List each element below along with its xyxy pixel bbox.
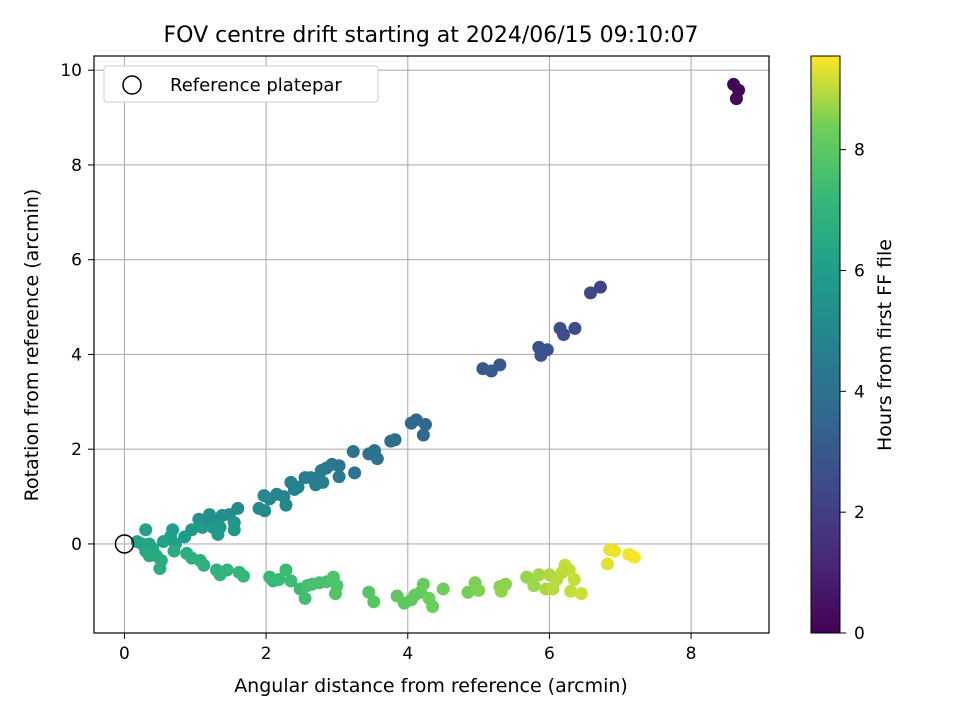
x-tick-label: 2 <box>261 644 272 664</box>
x-axis-ticks: 0 2 4 6 8 <box>119 633 697 664</box>
data-point <box>729 92 743 106</box>
data-point <box>567 572 581 586</box>
data-point <box>472 583 486 597</box>
data-point <box>436 582 450 596</box>
data-point <box>348 466 362 480</box>
data-point <box>139 523 153 537</box>
y-tick-label: 4 <box>71 345 82 365</box>
data-point <box>279 563 293 577</box>
legend-marker-icon <box>122 75 142 95</box>
data-points <box>130 77 746 613</box>
data-point <box>574 587 588 601</box>
data-point <box>564 584 578 598</box>
colorbar-tick-label: 2 <box>854 503 865 523</box>
data-point <box>484 364 498 378</box>
y-tick-label: 0 <box>71 535 82 555</box>
colorbar-tick-label: 4 <box>854 382 865 402</box>
legend: Reference platepar <box>103 65 379 103</box>
data-point <box>367 595 381 609</box>
data-point <box>257 489 271 503</box>
y-tick-label: 6 <box>71 251 82 271</box>
data-point <box>329 587 343 601</box>
y-tick-label: 10 <box>60 61 82 81</box>
data-point <box>167 544 181 558</box>
data-point <box>557 328 571 342</box>
data-point <box>298 471 312 485</box>
data-point <box>461 585 475 599</box>
colorbar-label: Hours from first FF file <box>874 239 896 451</box>
data-point <box>527 579 541 593</box>
data-point <box>346 445 360 459</box>
data-point <box>332 470 346 484</box>
grid-lines <box>94 56 769 633</box>
data-point <box>546 582 560 596</box>
y-axis-ticks: 0 2 4 6 8 10 <box>60 61 94 555</box>
y-axis-label: Rotation from reference (arcmin) <box>21 189 43 502</box>
data-point <box>284 574 298 588</box>
data-point <box>627 550 641 564</box>
data-point <box>608 544 622 558</box>
data-point <box>568 321 582 335</box>
colorbar: 0 2 4 6 8 Hours from first FF file <box>810 55 896 644</box>
colorbar-tick-label: 8 <box>854 141 865 161</box>
data-point <box>195 520 209 534</box>
data-point <box>601 557 615 571</box>
data-point <box>153 562 167 576</box>
reference-point-marker <box>114 534 135 554</box>
data-point <box>416 577 430 591</box>
data-point <box>279 498 293 512</box>
data-point <box>426 599 440 613</box>
data-point <box>584 286 598 300</box>
y-tick-label: 2 <box>71 440 82 460</box>
data-point <box>227 523 241 537</box>
data-point <box>291 480 305 494</box>
data-point <box>178 530 192 544</box>
data-point <box>494 584 508 598</box>
data-point <box>309 478 323 492</box>
colorbar-gradient <box>810 55 841 634</box>
data-point <box>520 570 534 584</box>
data-point <box>370 452 384 466</box>
colorbar-tick-label: 0 <box>854 624 865 644</box>
x-tick-label: 8 <box>686 644 697 664</box>
data-point <box>236 569 250 583</box>
chart-title: FOV centre drift starting at 2024/06/15 … <box>164 23 699 48</box>
x-tick-label: 0 <box>119 644 130 664</box>
data-point <box>532 568 546 582</box>
data-point <box>156 535 170 549</box>
y-tick-label: 8 <box>71 156 82 176</box>
data-point <box>298 591 312 605</box>
data-point <box>197 558 211 572</box>
data-point <box>416 428 430 442</box>
data-point <box>534 348 548 362</box>
data-point <box>142 549 156 563</box>
data-point <box>272 572 286 586</box>
colorbar-tick-label: 6 <box>854 261 865 281</box>
data-point <box>404 416 418 430</box>
legend-box <box>103 65 379 103</box>
data-point <box>211 527 225 541</box>
data-point <box>593 280 607 294</box>
x-axis-label: Angular distance from reference (arcmin) <box>234 675 628 697</box>
x-tick-label: 4 <box>402 644 413 664</box>
data-point <box>220 563 234 577</box>
data-point <box>258 504 272 518</box>
data-point <box>384 434 398 448</box>
legend-label: Reference platepar <box>170 75 342 96</box>
x-tick-label: 6 <box>544 644 555 664</box>
plot-frame <box>93 55 770 634</box>
colorbar-ticks: 0 2 4 6 8 <box>840 141 865 644</box>
